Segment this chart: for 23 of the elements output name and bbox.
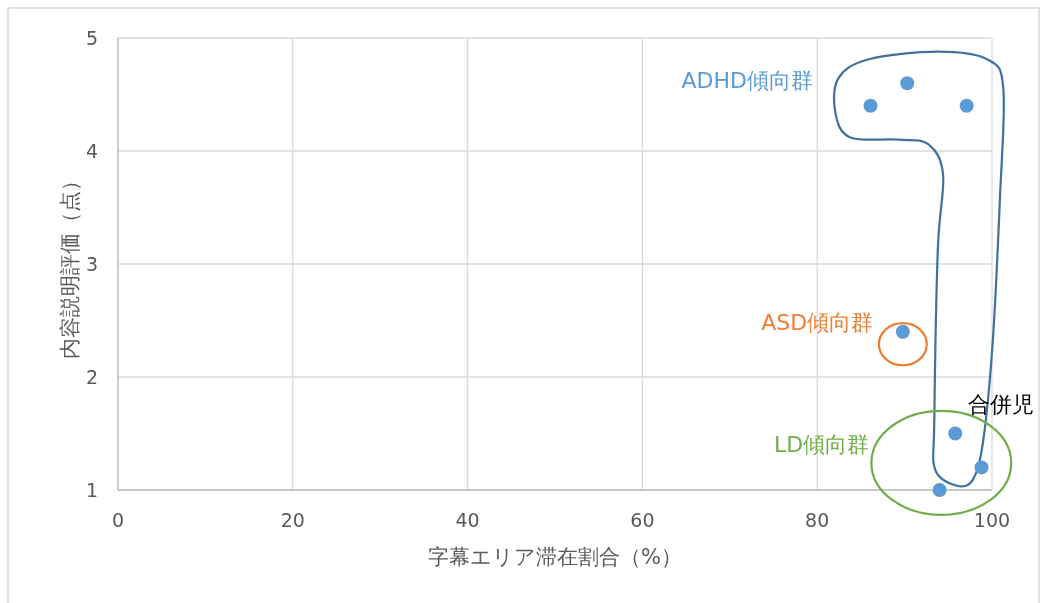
y-axis-title: 内容説明評価（点） (58, 169, 82, 359)
x-tick-label: 60 (630, 509, 655, 531)
y-tick-label: 5 (85, 27, 98, 49)
point (863, 98, 878, 113)
y-tick-label: 1 (85, 479, 98, 501)
annotation: LD傾向群 (773, 431, 870, 457)
annotation: ASD傾向群 (761, 309, 874, 335)
y-tick-label: 3 (85, 253, 98, 275)
point (974, 460, 989, 475)
x-axis-title: 字幕エリア滞在割合（%） (428, 545, 682, 569)
x-tick-label: 0 (111, 509, 125, 531)
point (932, 483, 947, 497)
y-tick-label: 2 (85, 366, 98, 388)
x-tick-label: 20 (280, 509, 305, 531)
x-tick-label: 80 (805, 509, 830, 531)
point (959, 98, 974, 113)
point (895, 324, 910, 339)
point (900, 76, 915, 91)
y-tick-label: 4 (85, 140, 98, 162)
point (948, 426, 963, 441)
x-tick-label: 100 (973, 509, 1011, 531)
annotation: ADHD傾向群 (681, 67, 814, 93)
x-tick-label: 40 (455, 509, 480, 531)
